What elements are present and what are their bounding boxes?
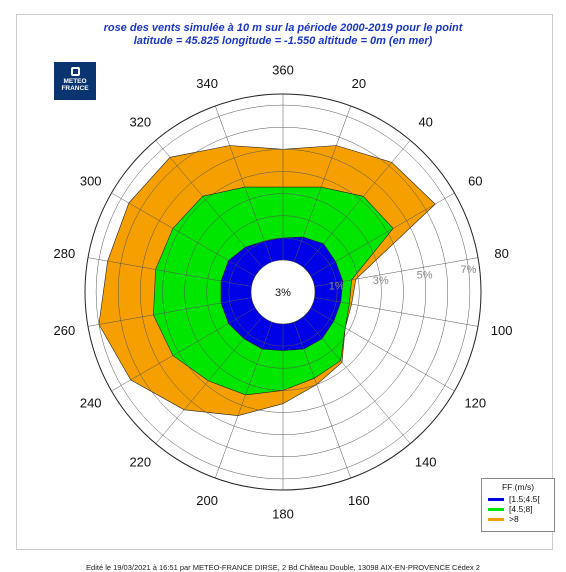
grid-spoke [310, 192, 455, 277]
logo-text-2: FRANCE [61, 85, 89, 92]
grid-spoke [87, 257, 252, 287]
meteo-france-logo: METEO FRANCE [54, 62, 96, 100]
polar-grid [84, 93, 482, 491]
legend-swatch [488, 507, 504, 511]
direction-label: 320 [129, 114, 151, 129]
grid-spoke [314, 297, 479, 327]
grid-spoke [111, 307, 256, 392]
legend-label: [1.5;4.5[ [509, 494, 540, 504]
direction-label: 240 [80, 396, 102, 411]
wind-petals [98, 145, 436, 417]
ring-label: 1% [329, 280, 345, 292]
polar-labels: 360 20 40 60 80 100 120 140 160 180 200 220 240 260 28… [54, 63, 513, 522]
direction-label: 300 [80, 174, 102, 189]
grid-spoke [303, 140, 411, 268]
legend-item: [4.5;8] [482, 504, 554, 514]
calm-label: 3% [275, 287, 291, 299]
direction-label: 140 [415, 455, 437, 470]
direction-label: 100 [491, 323, 513, 338]
direction-label: 180 [272, 507, 294, 522]
grid-spoke [293, 105, 351, 263]
grid-spoke [314, 257, 479, 287]
chart-border [16, 14, 553, 550]
legend-label: [4.5;8] [509, 504, 533, 514]
footer-credit: Edité le 19/03/2021 à 16:51 par METEO-FR… [86, 563, 480, 572]
grid-spoke [155, 316, 263, 444]
direction-label: 160 [348, 493, 370, 508]
ring-label: 7% [461, 264, 477, 276]
chart-title: rose des vents simulée à 10 m sur la pér… [103, 22, 463, 34]
legend: FF (m/s) [1.5;4.5[ [4.5;8] >8 [481, 478, 555, 532]
logo-mark-icon [70, 67, 80, 76]
ring-label: 3% [373, 275, 389, 287]
direction-label: 60 [468, 174, 482, 189]
legend-label: >8 [509, 514, 519, 524]
legend-item: >8 [482, 514, 554, 524]
grid-spoke [310, 307, 455, 392]
legend-title: FF (m/s) [501, 482, 535, 492]
direction-label: 20 [352, 76, 366, 91]
grid-spoke [111, 192, 256, 277]
chart-subtitle: latitude = 45.825 longitude = -1.550 alt… [133, 35, 433, 47]
grid-spoke [155, 140, 263, 268]
direction-label: 200 [196, 493, 218, 508]
legend-swatch [488, 517, 504, 521]
legend-swatch [488, 497, 504, 501]
direction-label: 260 [54, 323, 76, 338]
direction-label: 40 [418, 114, 432, 129]
direction-label: 220 [129, 455, 151, 470]
grid-spoke [303, 316, 411, 444]
grid-spoke [87, 297, 252, 327]
grid-spoke [215, 321, 273, 479]
logo-text-1: METEO [63, 78, 87, 85]
ring-label: 5% [417, 270, 433, 282]
direction-label: 120 [464, 396, 486, 411]
legend-item: [1.5;4.5[ [482, 494, 554, 504]
direction-label: 340 [196, 76, 218, 91]
direction-label: 360 [272, 63, 294, 78]
grid-spoke [215, 105, 273, 263]
direction-label: 280 [54, 246, 76, 261]
grid-spoke [293, 321, 351, 479]
direction-label: 80 [494, 246, 508, 261]
